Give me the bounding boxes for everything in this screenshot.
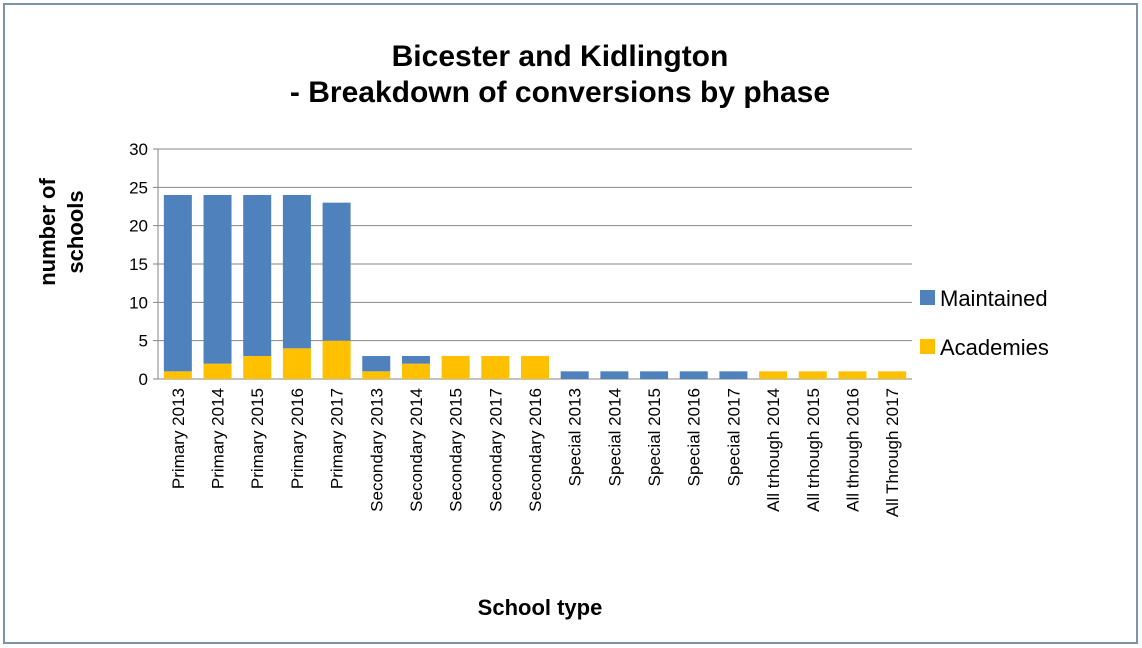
bar-segment [441,356,470,379]
x-tick-label: Primary 2016 [288,388,307,489]
x-tick-label: Special 2016 [685,388,704,486]
x-tick-label: All through 2016 [843,388,862,512]
bar-segment [243,195,272,356]
x-tick-label: Secondary 2013 [367,388,386,512]
y-tick-label: 25 [129,178,148,197]
bar-segment [679,371,708,379]
legend-swatch [920,339,935,354]
bar-segment [798,371,827,379]
x-tick-label: All Through 2017 [883,388,902,517]
chart-title: Bicester and Kidlington [392,40,729,73]
bar-segment [362,371,391,379]
bar-segment [719,371,748,379]
bar-segment [322,340,351,379]
bar-segment [600,371,629,379]
y-tick-label: 30 [129,140,148,159]
bar-segment [401,363,430,379]
bar-segment [163,371,192,379]
bar-segment [878,371,907,379]
x-tick-label: Special 2017 [724,388,743,486]
bar-segment [838,371,867,379]
legend-label: Maintained [940,286,1048,311]
bar-segment [481,356,510,379]
bar-segment [401,356,430,364]
bar-segment [759,371,788,379]
y-tick-label: 0 [139,370,148,389]
bar-segment [521,356,549,379]
bar-segment [282,195,311,349]
x-tick-label: All trhough 2014 [764,388,783,512]
x-tick-label: Special 2014 [605,388,624,486]
bar-segment [163,195,192,372]
bar-segment [203,195,232,364]
y-tick-label: 10 [129,293,148,312]
bar-segment [282,348,311,379]
y-tick-label: 20 [129,217,148,236]
x-tick-label: Special 2013 [566,388,585,486]
x-tick-label: Primary 2015 [248,388,267,489]
x-tick-label: Secondary 2014 [407,388,426,512]
bar-segment [640,371,669,379]
y-axis-label: number of [35,178,60,286]
y-tick-label: 15 [129,255,148,274]
legend-label: Academies [940,335,1049,360]
x-tick-label: Secondary 2015 [447,388,466,512]
x-tick-label: All trhough 2015 [804,388,823,512]
y-axis-label: schools [63,190,88,273]
x-tick-label: Secondary 2017 [486,388,505,512]
bar-segment [203,363,232,379]
bar-segment [362,356,391,372]
x-axis-label: School type [478,595,603,620]
legend-swatch [920,290,935,305]
x-tick-label: Secondary 2016 [526,388,545,512]
x-tick-label: Primary 2017 [328,388,347,489]
y-tick-label: 5 [139,332,148,351]
bar-segment [243,356,272,379]
x-tick-label: Special 2015 [645,388,664,486]
bar-segment [560,371,589,379]
chart-title: - Breakdown of conversions by phase [290,76,830,109]
x-tick-label: Primary 2013 [169,388,188,489]
x-tick-label: Primary 2014 [209,388,228,489]
bar-segment [322,202,351,341]
chart-border [3,3,1138,644]
